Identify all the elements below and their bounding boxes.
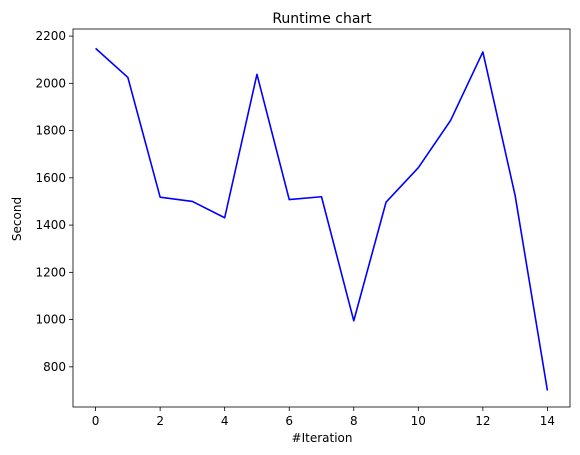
x-tick-label: 10 — [411, 414, 426, 428]
axes: 0 2 4 6 8 10 12 14 800 1000 1200 1400 1600 1800 2000 22… — [35, 28, 571, 428]
x-tick-label: 8 — [350, 414, 358, 428]
plot-frame — [72, 28, 571, 408]
y-tick-label: 1600 — [35, 171, 66, 185]
x-tick-label: 4 — [221, 414, 229, 428]
x-axis-label: #Iteration — [292, 431, 353, 445]
y-axis-label: Second — [10, 197, 24, 241]
x-tick-label: 6 — [285, 414, 293, 428]
y-tick-label: 1000 — [35, 313, 66, 327]
y-tick-label: 2000 — [35, 76, 66, 90]
chart-title: Runtime chart — [272, 11, 372, 27]
y-tick-label: 1400 — [35, 218, 66, 232]
y-tick-label: 2200 — [35, 29, 66, 43]
y-tick-label: 1200 — [35, 265, 66, 279]
y-tick-label: 1800 — [35, 124, 66, 138]
series-line — [95, 47, 549, 391]
x-tick-label: 12 — [475, 414, 490, 428]
x-tick-label: 0 — [92, 414, 100, 428]
series-layer — [95, 47, 549, 391]
y-tick-label: 800 — [43, 360, 66, 374]
x-tick-label: 14 — [540, 414, 555, 428]
x-tick-label: 2 — [156, 414, 164, 428]
